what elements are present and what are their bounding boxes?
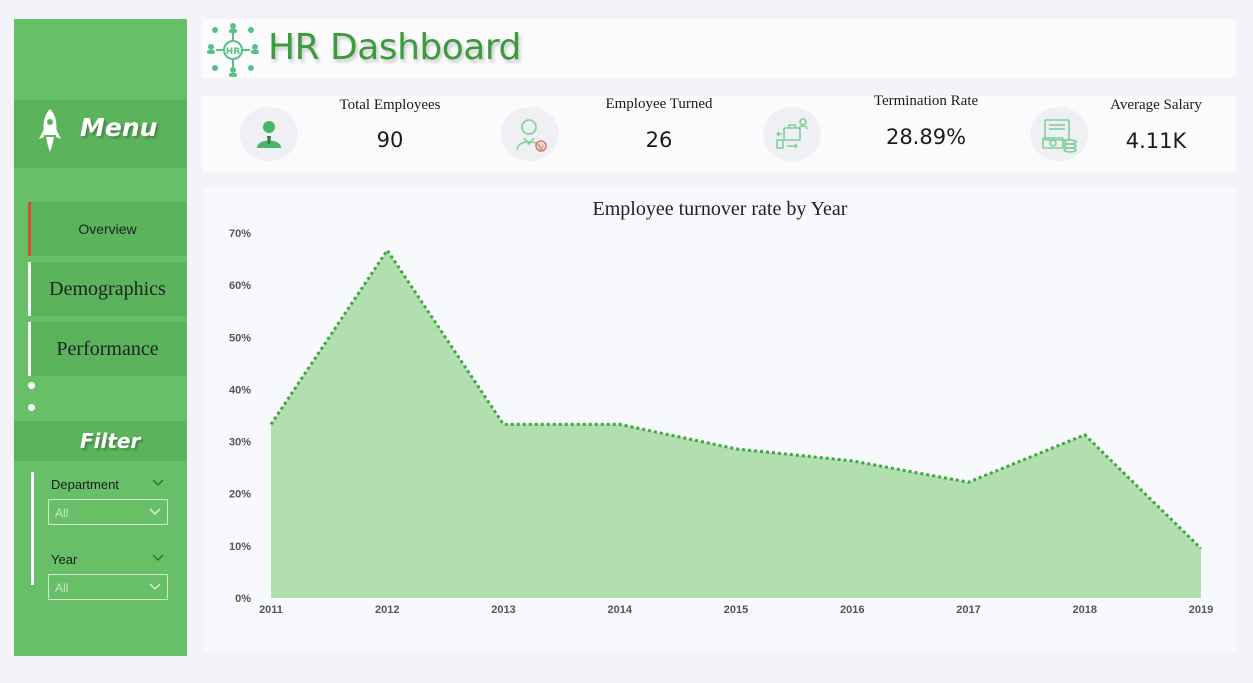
turnover-area <box>271 250 1201 598</box>
nav-item-label: Demographics <box>49 277 166 300</box>
x-tick-label: 2017 <box>956 604 980 616</box>
y-tick-label: 10% <box>229 541 251 553</box>
nav-indicator <box>28 322 31 376</box>
kpi-average-salary-value: 4.11K <box>1125 129 1187 153</box>
salary-cash-icon <box>1042 119 1077 153</box>
kpi-strip: Total Employees 90 @ Employee Turned 26 <box>202 93 1236 172</box>
department-dropdown[interactable]: All <box>48 499 168 525</box>
x-tick-label: 2014 <box>608 604 633 616</box>
employee-icon <box>257 121 281 148</box>
employee-icon-badge <box>240 107 298 161</box>
dots-icon[interactable] <box>28 404 35 411</box>
department-dropdown-value: All <box>55 506 69 520</box>
chevron-down-icon[interactable] <box>152 479 164 487</box>
year-dropdown-value: All <box>55 581 69 595</box>
y-tick-label: 40% <box>229 384 251 396</box>
nav-item-label: Overview <box>78 221 137 237</box>
filter-header: Filter <box>14 421 187 461</box>
kpi-termination-rate-label: Termination Rate <box>873 93 979 109</box>
y-tick-label: 30% <box>229 437 251 449</box>
year-dropdown[interactable]: All <box>48 574 168 600</box>
x-tick-label: 2016 <box>840 604 864 616</box>
x-tick-label: 2019 <box>1189 604 1213 616</box>
kpi-total-employees-value: 90 <box>376 128 404 152</box>
svg-text:@: @ <box>538 143 545 151</box>
x-tick-label: 2012 <box>375 604 399 616</box>
x-tick-label: 2018 <box>1073 604 1097 616</box>
kpi-average-salary-label: Average Salary <box>1110 97 1202 113</box>
chevron-down-icon <box>149 508 161 515</box>
x-tick-label: 2015 <box>724 604 748 616</box>
menu-title: Menu <box>80 113 158 142</box>
y-tick-label: 50% <box>229 332 251 344</box>
header: HR HR Dashboard <box>202 19 1236 78</box>
nav-item-performance[interactable]: Performance <box>28 322 187 376</box>
nav-item-demographics[interactable]: Demographics <box>28 262 187 316</box>
kpi-employee-turned-value: 26 <box>645 128 673 152</box>
y-tick-label: 20% <box>229 489 251 501</box>
department-filter-label: Department <box>51 477 119 492</box>
kpi-employee-turned-label: Employee Turned <box>605 96 713 112</box>
turned-employee-icon: @ <box>516 119 547 152</box>
kpi-termination-rate-value: 28.89% <box>885 125 967 149</box>
chevron-down-icon <box>149 583 161 590</box>
sidebar: Menu Overview Demographics Performance F… <box>14 19 187 656</box>
x-tick-label: 2013 <box>491 604 515 616</box>
nav-item-overview[interactable]: Overview <box>28 202 187 256</box>
turnover-area-chart: Employee turnover rate by Year 0% 10% 20% 3… <box>229 198 1213 616</box>
svg-text:HR: HR <box>226 47 241 57</box>
nav-indicator <box>28 262 31 316</box>
salary-icon-badge <box>1030 107 1088 161</box>
y-tick-label: 70% <box>229 228 251 240</box>
filter-divider <box>31 472 34 585</box>
filter-title: Filter <box>80 429 141 453</box>
x-tick-label: 2011 <box>259 604 283 616</box>
nav-item-label: Performance <box>56 337 159 360</box>
menu-header: Menu <box>14 100 187 168</box>
turnover-line <box>269 247 1203 550</box>
nav-active-indicator <box>28 202 31 256</box>
page-title: HR Dashboard <box>268 27 521 68</box>
dots-icon[interactable] <box>28 382 35 389</box>
turned-employee-icon-badge: @ <box>501 107 559 161</box>
turnover-chart-card: Employee turnover rate by Year 0% 10% 20% 3… <box>204 187 1236 652</box>
y-tick-label: 0% <box>235 593 251 605</box>
termination-icon-badge <box>763 107 821 161</box>
chart-title: Employee turnover rate by Year <box>593 198 848 220</box>
termination-transfer-icon <box>776 118 808 149</box>
year-filter-label: Year <box>51 552 78 567</box>
hr-network-icon: HR <box>207 23 259 77</box>
kpi-total-employees-label: Total Employees <box>339 97 441 113</box>
chevron-down-icon[interactable] <box>152 554 164 562</box>
y-tick-label: 60% <box>229 280 251 292</box>
rocket-icon <box>39 109 61 152</box>
